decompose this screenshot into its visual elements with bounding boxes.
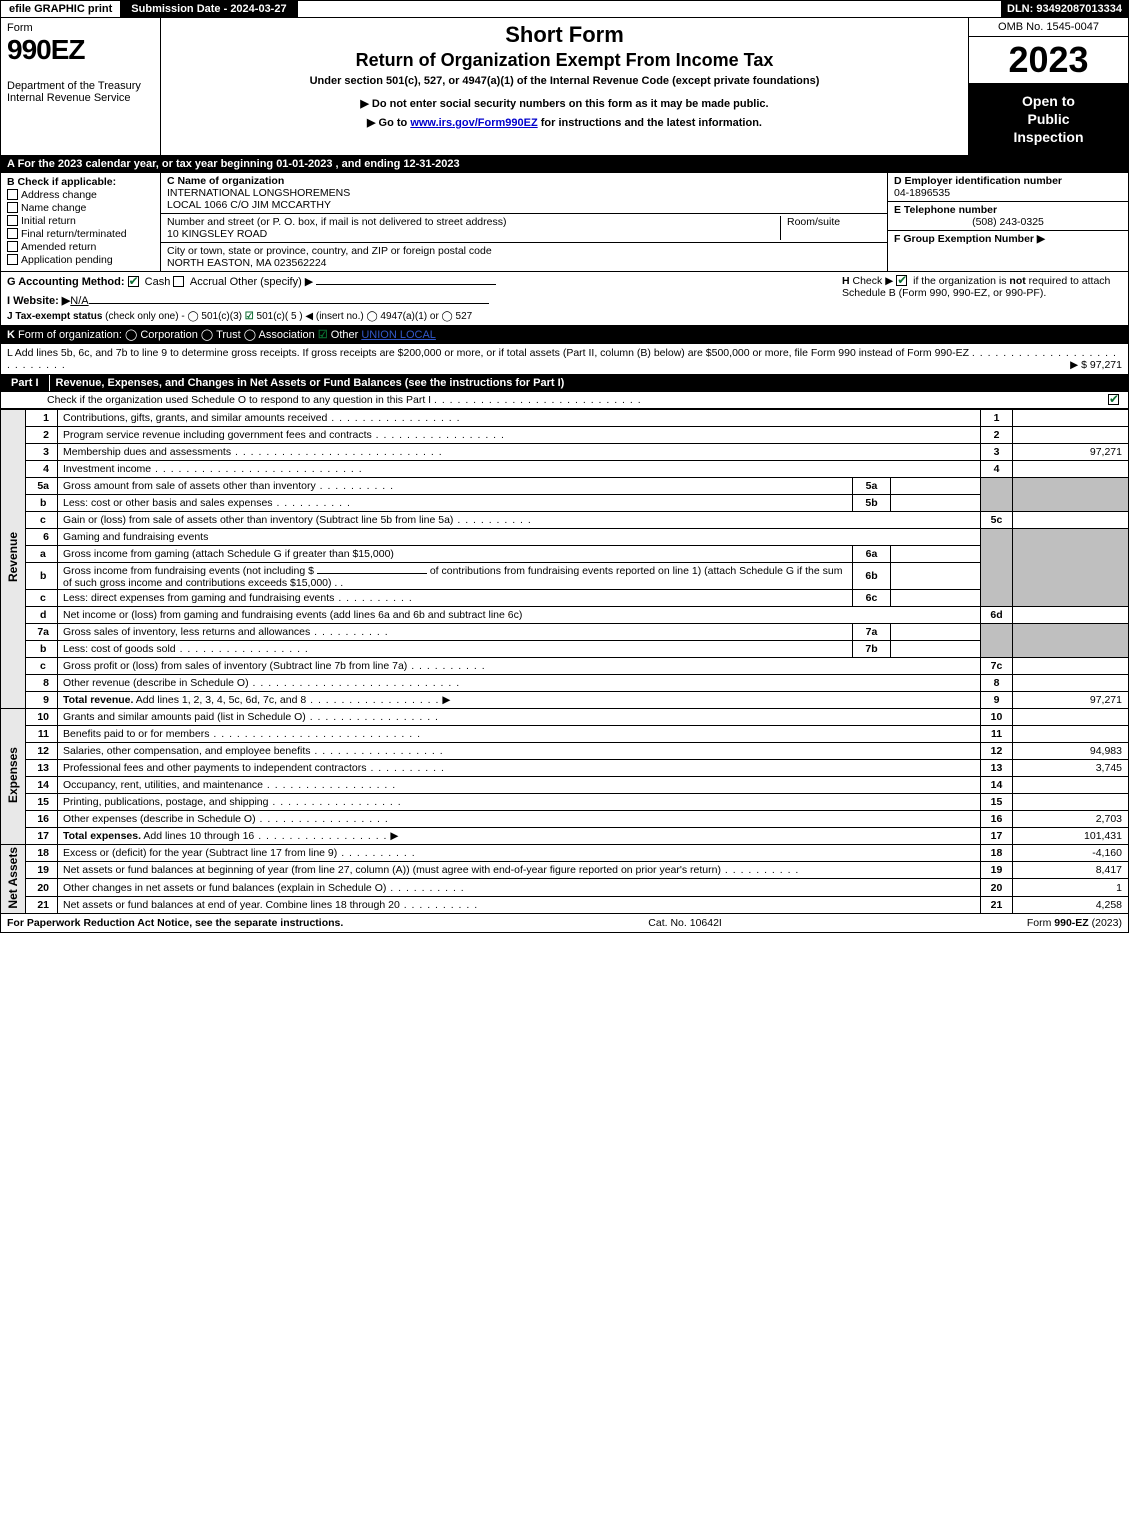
row-h: H Check ▶ if the organization is not req… [842,275,1122,299]
c-name: C Name of organization INTERNATIONAL LON… [161,173,887,214]
open-public: Open toPublicInspection [969,84,1128,155]
g-accrual[interactable] [173,276,184,287]
g-cash[interactable] [128,276,139,287]
efile-print[interactable]: efile GRAPHIC print [1,1,121,17]
row-ghi: H Check ▶ if the organization is not req… [0,272,1129,326]
chk-final[interactable]: Final return/terminated [7,228,154,240]
title-ssn-warning: ▶ Do not enter social security numbers o… [169,97,960,110]
chk-amended[interactable]: Amended return [7,241,154,253]
union-local-link[interactable]: UNION LOCAL [361,329,436,341]
e-phone: E Telephone number(508) 243-0325 [888,202,1128,231]
part1-label: Part I [1,375,50,391]
title-under-section: Under section 501(c), 527, or 4947(a)(1)… [169,75,960,87]
footer-center: Cat. No. 10642I [343,917,1027,929]
top-bar: efile GRAPHIC print Submission Date - 20… [0,0,1129,18]
f-group: F Group Exemption Number ▶ [888,231,1128,247]
dept-label: Department of the Treasury Internal Reve… [7,80,154,104]
row-a: A For the 2023 calendar year, or tax yea… [0,156,1129,173]
footer-right: Form 990-EZ (2023) [1027,917,1122,929]
part1-checkbox[interactable] [1108,394,1119,405]
tax-year: 2023 [969,37,1128,84]
submission-date: Submission Date - 2024-03-27 [121,1,297,17]
header-left: Form 990EZ Department of the Treasury In… [1,18,161,155]
title-goto: ▶ Go to www.irs.gov/Form990EZ for instru… [169,116,960,129]
row-j: J Tax-exempt status (check only one) - ◯… [7,311,1122,322]
title-short-form: Short Form [169,22,960,48]
form-label: Form [7,22,154,34]
h-checkbox[interactable] [896,275,907,286]
revenue-label: Revenue [1,409,26,708]
title-return: Return of Organization Exempt From Incom… [169,50,960,71]
chk-pending[interactable]: Application pending [7,254,154,266]
chk-name[interactable]: Name change [7,202,154,214]
irs-link[interactable]: www.irs.gov/Form990EZ [410,117,537,129]
row-k: K Form of organization: ◯ Corporation ◯ … [0,326,1129,344]
d-ein: D Employer identification number04-18965… [888,173,1128,202]
c-street: Number and street (or P. O. box, if mail… [161,214,887,243]
col-b: B Check if applicable: Address change Na… [1,173,161,271]
row-l: L Add lines 5b, 6c, and 7b to line 9 to … [0,344,1129,375]
part1-title: Revenue, Expenses, and Changes in Net As… [50,375,1128,391]
form-header: Form 990EZ Department of the Treasury In… [0,18,1129,156]
part1-sub: Check if the organization used Schedule … [0,392,1129,409]
footer: For Paperwork Reduction Act Notice, see … [0,914,1129,933]
header-right: OMB No. 1545-0047 2023 Open toPublicInsp… [968,18,1128,155]
col-def: D Employer identification number04-18965… [888,173,1128,271]
lines-table: Revenue 1Contributions, gifts, grants, a… [0,409,1129,915]
dln: DLN: 93492087013334 [1001,1,1128,17]
footer-left: For Paperwork Reduction Act Notice, see … [7,917,343,929]
c-city: City or town, state or province, country… [161,243,887,271]
omb-number: OMB No. 1545-0047 [969,18,1128,37]
part1-header: Part I Revenue, Expenses, and Changes in… [0,375,1129,392]
header-center: Short Form Return of Organization Exempt… [161,18,968,155]
netassets-label: Net Assets [1,844,26,914]
form-number: 990EZ [7,34,154,66]
b-title: B Check if applicable: [7,176,116,188]
section-bcdef: B Check if applicable: Address change Na… [0,173,1129,272]
chk-initial[interactable]: Initial return [7,215,154,227]
expenses-label: Expenses [1,708,26,844]
col-c: C Name of organization INTERNATIONAL LON… [161,173,888,271]
chk-address[interactable]: Address change [7,189,154,201]
